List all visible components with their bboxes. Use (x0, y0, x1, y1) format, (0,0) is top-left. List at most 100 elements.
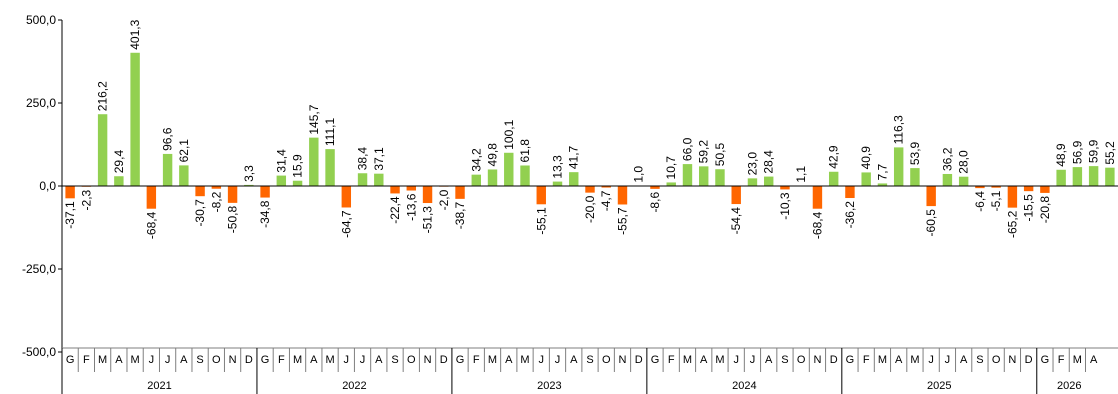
bar-value-label: 7,7 (875, 163, 889, 180)
month-tick-label: J (750, 354, 756, 366)
bar-value-label: 28,4 (762, 150, 776, 174)
bar (422, 186, 433, 204)
month-tick-label: A (180, 354, 188, 366)
month-tick-label: A (1090, 354, 1098, 366)
bar-value-label: 28,0 (957, 150, 971, 174)
month-tick-label: A (505, 354, 513, 366)
month-tick-label: F (668, 354, 675, 366)
bar-value-label: -20,0 (583, 195, 597, 223)
bar (926, 186, 936, 207)
month-tick-label: O (797, 354, 806, 366)
bar-value-label: -37,1 (63, 201, 77, 229)
bar (471, 174, 481, 186)
bar-value-label: 48,9 (1054, 143, 1068, 167)
y-tick-label: 0,0 (39, 179, 56, 193)
bar (227, 186, 238, 203)
bar-value-label: 36,2 (940, 147, 954, 171)
month-tick-label: J (344, 354, 350, 366)
bar-value-label: 59,9 (1087, 139, 1101, 163)
bar (357, 173, 368, 186)
year-tick-label: 2026 (1057, 380, 1081, 392)
bar (650, 186, 660, 189)
bar-value-label: 49,8 (486, 143, 500, 167)
axes-layer (61, 20, 1118, 352)
month-tick-label: S (586, 354, 593, 366)
bar (1088, 166, 1099, 186)
y-tick-label: 250,0 (26, 96, 56, 110)
year-tick-label: 2023 (537, 380, 561, 392)
bar (861, 172, 871, 186)
month-tick-label: F (1058, 354, 1065, 366)
year-tick-label: 2025 (927, 380, 951, 392)
month-tick-label: O (407, 354, 416, 366)
month-tick-label: A (115, 354, 123, 366)
month-tick-label: G (1041, 354, 1050, 366)
bar-value-label: 1,1 (794, 166, 808, 183)
bar (617, 186, 628, 205)
bar-value-label: 50,5 (713, 143, 727, 167)
bar-value-label: 15,9 (291, 154, 305, 178)
bar (455, 186, 465, 199)
year-tick-label: 2021 (147, 380, 171, 392)
bar-value-label: -55,1 (534, 207, 548, 235)
month-tick-label: N (424, 354, 432, 366)
bar-value-label: -50,8 (226, 206, 240, 234)
bar (845, 186, 855, 199)
bar-value-label: 1,0 (632, 166, 646, 183)
bar (780, 186, 790, 190)
month-tick-label: J (360, 354, 366, 366)
bar-value-label: 56,9 (1070, 140, 1084, 164)
bar (114, 176, 124, 186)
bar (1023, 186, 1034, 192)
bar-value-label: 53,9 (908, 141, 922, 165)
month-tick-label: D (245, 354, 253, 366)
bar-value-label: 42,9 (827, 145, 841, 169)
bar-value-label: -6,4 (973, 191, 987, 212)
bar-value-label: 116,3 (892, 115, 906, 144)
bar-value-label: 10,7 (664, 156, 678, 180)
month-tick-label: D (440, 354, 448, 366)
bar (666, 182, 676, 186)
bar-value-label: 38,4 (356, 147, 370, 171)
month-tick-label: M (325, 354, 334, 366)
bar-value-label: -34,8 (258, 200, 272, 228)
bar (244, 184, 254, 186)
month-tick-label: M (520, 354, 529, 366)
bar (504, 152, 514, 186)
bar (374, 173, 384, 186)
month-tick-label: A (570, 354, 578, 366)
bar (341, 186, 352, 208)
month-tick-label: S (391, 354, 398, 366)
bar (585, 186, 595, 193)
month-tick-label: A (765, 354, 773, 366)
bar (552, 181, 563, 186)
month-tick-label: M (683, 354, 692, 366)
bar (731, 186, 741, 205)
bar-value-label: 96,6 (161, 127, 175, 151)
bar-value-label: 66,0 (680, 137, 694, 161)
bar-value-label: 40,9 (859, 146, 873, 170)
bar-value-label: -2,0 (437, 189, 451, 210)
month-tick-label: A (700, 354, 708, 366)
bar-value-label: -2,3 (79, 189, 93, 210)
bar (97, 114, 108, 186)
month-tick-label: S (781, 354, 788, 366)
bar-value-label: -22,4 (388, 196, 402, 224)
bar-value-label: -5,1 (989, 190, 1003, 211)
bar-value-label: 145,7 (307, 104, 321, 134)
bar-value-label: -68,4 (144, 211, 158, 239)
bar-value-label: 61,8 (518, 139, 532, 163)
month-tick-label: A (895, 354, 903, 366)
bar-value-label: 41,7 (567, 145, 581, 169)
bar (877, 183, 888, 186)
bar (65, 186, 75, 199)
bar (211, 186, 222, 189)
month-tick-label: F (83, 354, 90, 366)
bar (682, 164, 693, 186)
bar (958, 176, 969, 186)
bar-value-label: -55,7 (615, 207, 629, 235)
month-tick-label: F (863, 354, 870, 366)
month-tick-label: D (635, 354, 643, 366)
